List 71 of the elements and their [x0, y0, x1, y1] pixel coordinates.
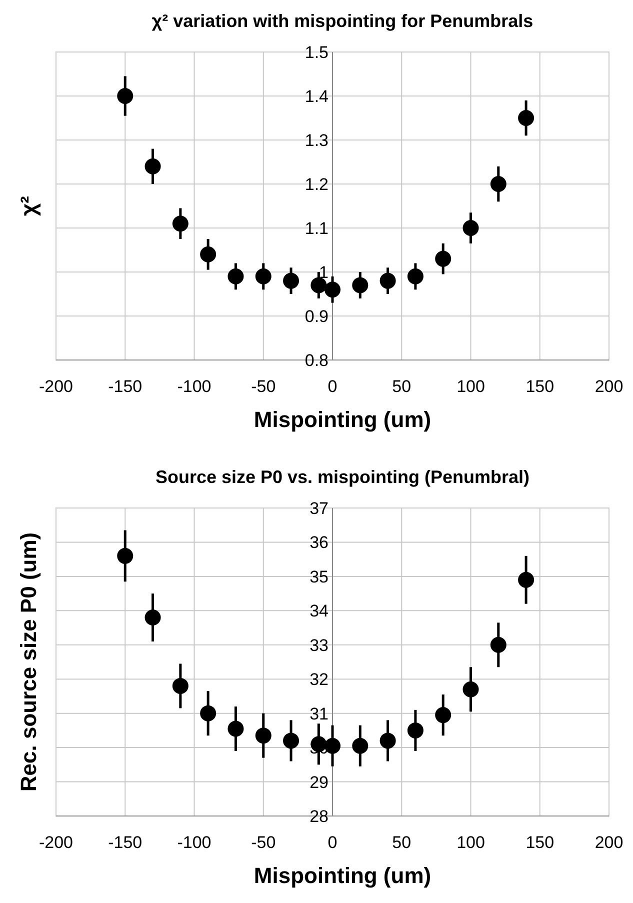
- point: [462, 681, 479, 698]
- point: [283, 272, 300, 289]
- point: [380, 732, 396, 749]
- y-tick-label: 1.1: [304, 219, 328, 238]
- y-tick-label: 1.2: [304, 175, 328, 194]
- point: [172, 216, 188, 232]
- x-tick-label: 0: [328, 377, 338, 396]
- point: [324, 282, 340, 298]
- x-tick-label: 50: [392, 833, 412, 852]
- x-tick-label: -100: [177, 833, 212, 852]
- y-tick-label: 31: [310, 704, 328, 724]
- y-tick-label: 0.8: [304, 351, 328, 370]
- point: [255, 268, 272, 284]
- y-axis-title: Rec. source size P0 (um): [16, 532, 41, 792]
- point: [310, 277, 327, 294]
- y-tick-label: 1.3: [304, 131, 328, 150]
- point: [228, 268, 244, 284]
- point: [283, 732, 300, 749]
- point: [228, 720, 244, 737]
- point: [435, 707, 452, 724]
- y-tick-label: 36: [310, 533, 328, 552]
- x-tick-label: 150: [526, 377, 554, 396]
- point: [462, 220, 479, 236]
- point: [172, 678, 188, 694]
- point: [407, 722, 424, 738]
- point: [255, 728, 272, 744]
- y-tick-label: 29: [310, 772, 328, 792]
- x-tick-label: 100: [456, 833, 485, 852]
- y-tick-label: 33: [310, 636, 328, 655]
- point: [490, 636, 506, 653]
- point: [200, 705, 216, 722]
- x-tick-label: 50: [392, 377, 412, 396]
- point: [380, 272, 396, 289]
- x-tick-label: -100: [177, 377, 212, 396]
- y-tick-label: 1.5: [304, 43, 328, 62]
- point: [352, 738, 368, 754]
- y-tick-label: 1.4: [304, 87, 328, 106]
- y-tick-label: 37: [310, 499, 328, 518]
- chart-title: χ² variation with mispointing for Penumbrals: [152, 11, 534, 31]
- x-tick-label: 0: [328, 833, 338, 852]
- point: [435, 250, 452, 267]
- x-tick-label: 150: [526, 833, 554, 852]
- point: [407, 268, 424, 284]
- x-tick-label: 200: [594, 377, 624, 396]
- point: [518, 110, 534, 126]
- x-tick-label: -200: [38, 833, 74, 852]
- x-axis-title: Mispointing (um): [254, 863, 432, 888]
- y-tick-label: 0.9: [304, 307, 328, 326]
- x-tick-label: -50: [251, 833, 276, 852]
- y-tick-label: 1: [319, 263, 328, 282]
- y-tick-label: 34: [310, 602, 328, 621]
- point: [518, 572, 534, 588]
- y-tick-label: 32: [310, 670, 328, 690]
- point: [117, 548, 134, 564]
- x-tick-label: -150: [108, 377, 142, 396]
- x-tick-label: 200: [594, 833, 624, 852]
- x-tick-label: -50: [251, 377, 276, 396]
- point: [200, 246, 216, 262]
- y-tick-label: 35: [310, 567, 328, 586]
- x-tick-label: -200: [38, 377, 74, 396]
- point: [144, 158, 161, 174]
- point: [352, 277, 368, 294]
- point: [144, 610, 161, 626]
- x-axis-title: Mispointing (um): [254, 407, 432, 432]
- point: [117, 88, 134, 104]
- x-tick-label: 100: [456, 377, 485, 396]
- y-axis-title: χ²: [16, 196, 41, 216]
- x-tick-label: -150: [108, 833, 142, 852]
- chart-title: Source size P0 vs. mispointing (Penumbral): [155, 467, 530, 487]
- point: [490, 176, 506, 192]
- y-tick-label: 28: [310, 807, 328, 826]
